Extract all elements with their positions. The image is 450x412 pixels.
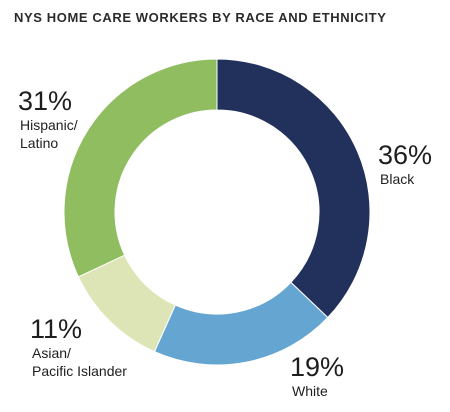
category-label: Hispanic/ Latino: [20, 117, 78, 151]
category-label: White: [292, 383, 328, 399]
value-label: 36%: [378, 140, 433, 170]
value-label: 19%: [290, 352, 345, 382]
value-label: 31%: [18, 86, 73, 116]
value-label: 11%: [30, 314, 83, 344]
category-label: Asian/ Pacific Islander: [32, 345, 127, 379]
donut-segment: [216, 58, 371, 319]
chart-title: NYS HOME CARE WORKERS BY RACE AND ETHNIC…: [14, 10, 387, 25]
category-label: Black: [380, 171, 415, 187]
donut-segment: [63, 58, 218, 278]
